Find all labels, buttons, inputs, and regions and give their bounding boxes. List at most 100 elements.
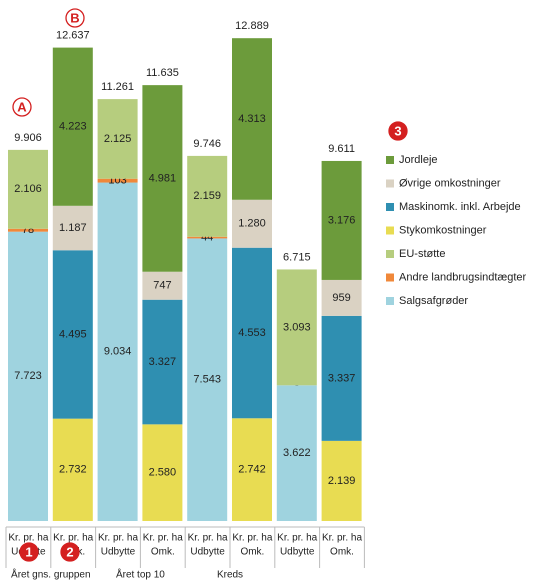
legend-swatch xyxy=(386,203,394,211)
value-label: 9.034 xyxy=(104,346,132,358)
value-label: 2.732 xyxy=(59,464,87,476)
value-label: 1.280 xyxy=(238,218,266,230)
legend-swatch xyxy=(386,179,394,188)
bar-segment xyxy=(187,155,228,237)
bar-segment xyxy=(321,440,362,521)
bar-segment xyxy=(276,269,317,386)
x-tick-label: Omk. xyxy=(330,547,354,558)
bar-segment xyxy=(321,279,362,316)
value-label: 4.981 xyxy=(149,172,177,184)
bar-segment xyxy=(8,231,48,521)
legend-swatch xyxy=(386,226,394,235)
bar-segment xyxy=(232,418,272,521)
x-tick-label: Kr. pr. ha xyxy=(53,533,93,544)
total-label: 12.637 xyxy=(56,30,90,42)
value-label: 7.723 xyxy=(14,370,42,382)
bar-segment xyxy=(97,99,138,179)
x-tick-label: Kr. pr. ha xyxy=(322,533,362,544)
group-label: Kreds xyxy=(217,570,243,580)
annotation-label: 3 xyxy=(394,123,401,138)
bar-segment xyxy=(276,385,317,521)
annotation-label: A xyxy=(17,99,27,114)
bar-segment xyxy=(8,149,48,229)
value-label: 4.495 xyxy=(59,328,87,340)
legend-label: Andre landbrugsindtægter xyxy=(399,271,527,283)
total-label: 9.611 xyxy=(328,143,355,155)
legend-label: EU-støtte xyxy=(399,248,445,260)
bar-segment xyxy=(232,247,272,419)
value-label: 7.543 xyxy=(193,374,221,386)
legend-swatch xyxy=(386,156,394,164)
annotation-marker xyxy=(65,8,85,28)
value-label: 2.106 xyxy=(14,183,42,195)
annotation-marker xyxy=(12,97,32,117)
x-tick-label: Kr. pr. ha xyxy=(277,533,317,544)
bar-segment xyxy=(187,236,228,239)
total-label: 6.715 xyxy=(283,251,311,263)
x-tick-label: Kr. pr. ha xyxy=(188,533,228,544)
legend-label: Jordleje xyxy=(399,154,438,166)
legend-swatch xyxy=(386,297,394,305)
bar-segment xyxy=(142,424,183,521)
total-label: 11.635 xyxy=(146,67,179,79)
x-tick-label: Kr. pr. ha xyxy=(143,533,183,544)
annotation-marker xyxy=(19,542,39,562)
x-tick-label: Udbytte xyxy=(280,547,315,558)
bar-segment xyxy=(321,160,362,280)
x-tick-label: Kr. pr. ha xyxy=(98,533,138,544)
total-label: 11.261 xyxy=(101,81,134,93)
legend-label: Stykomkostninger xyxy=(399,224,487,236)
total-label: 12.889 xyxy=(235,20,269,32)
x-tick-label: Omk. xyxy=(151,547,175,558)
value-label: 4.553 xyxy=(238,327,266,339)
value-label: 959 xyxy=(332,292,350,304)
x-tick-label: Kr. pr. ha xyxy=(232,533,272,544)
total-label: 9.746 xyxy=(193,138,221,150)
x-tick-label: Kr. pr. ha xyxy=(8,533,48,544)
bar-segment xyxy=(97,178,138,183)
value-label: 3.327 xyxy=(149,356,177,368)
bar-segment xyxy=(232,199,272,248)
bar-segment xyxy=(187,238,228,521)
legend-label: Øvrige omkostninger xyxy=(399,177,501,189)
bar-segment xyxy=(52,250,93,419)
legend-swatch xyxy=(386,273,394,282)
value-label: 2.139 xyxy=(328,475,356,487)
value-label: 4.313 xyxy=(238,113,266,125)
legend-label: Maskinomk. inkl. Arbejde xyxy=(399,201,521,213)
bar-segment xyxy=(8,228,48,232)
value-label: 747 xyxy=(153,280,171,292)
bar-segment xyxy=(52,205,93,251)
value-label: 2.159 xyxy=(193,190,221,202)
bar-segment xyxy=(142,299,183,425)
bar-segment xyxy=(142,85,183,272)
group-label: Året gns. gruppen xyxy=(11,568,91,580)
annotation-label: 1 xyxy=(25,544,32,559)
value-label: 3.622 xyxy=(283,447,311,459)
bar-segment xyxy=(232,38,272,200)
bar-segment xyxy=(52,418,93,521)
value-label: 3.176 xyxy=(328,214,356,226)
bar-segment xyxy=(52,47,93,206)
bar-segment xyxy=(142,271,183,300)
x-tick-label: Omk. xyxy=(240,547,264,558)
annotation-marker xyxy=(60,542,80,562)
value-label: 2.742 xyxy=(238,464,266,476)
group-label: Året top 10 xyxy=(116,568,165,580)
value-label: 1.187 xyxy=(59,222,87,234)
bar-segment xyxy=(321,315,362,441)
bar-segment xyxy=(97,182,138,522)
x-tick-label: Udbytte xyxy=(190,547,225,558)
value-label: 2.580 xyxy=(149,467,177,479)
x-tick-label: Udbytte xyxy=(101,547,136,558)
value-label: 3.337 xyxy=(328,372,356,384)
legend-label: Salgsafgrøder xyxy=(399,295,468,307)
legend-swatch xyxy=(386,250,394,258)
total-label: 9.906 xyxy=(14,132,42,144)
value-label: 4.223 xyxy=(59,121,87,133)
value-label: 2.125 xyxy=(104,133,132,145)
value-label: 3.093 xyxy=(283,321,311,333)
annotation-marker xyxy=(388,121,408,141)
annotation-label: 2 xyxy=(66,544,73,559)
